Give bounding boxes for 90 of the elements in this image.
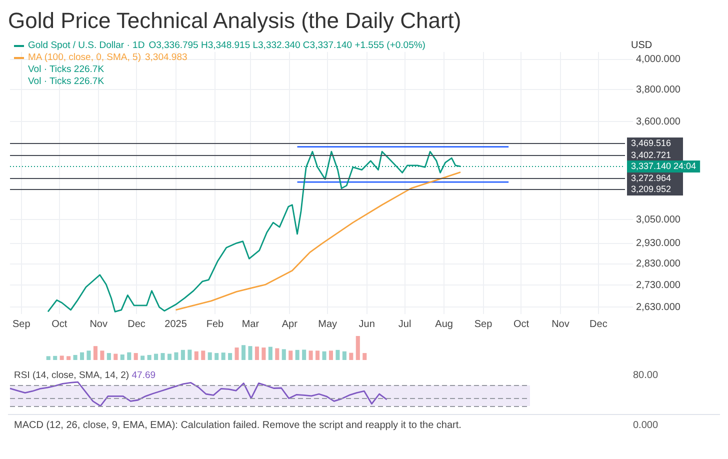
y-axis-title: USD — [631, 40, 652, 51]
text: O3,336.795 H3,348.915 L3,332.340 C3,337.140 +1.555 (+0.05%) — [148, 40, 426, 52]
bar — [53, 356, 58, 360]
x-tick-label: Oct — [513, 318, 530, 330]
x-tick-label: Dec — [590, 318, 608, 330]
bar — [362, 353, 367, 360]
x-tick-label: Nov — [552, 318, 570, 330]
x-tick-label: Jun — [358, 318, 375, 330]
bar — [349, 352, 354, 360]
y-tick-label: 2,930.000 — [636, 238, 681, 250]
ref-line-label: 3,469.516 — [631, 138, 672, 148]
x-tick-label: Sep — [12, 318, 31, 330]
bar — [106, 353, 111, 360]
x-tick-label: Nov — [90, 318, 108, 330]
bar — [180, 350, 185, 360]
bar — [342, 351, 346, 360]
bar — [160, 353, 165, 360]
bar — [282, 349, 286, 360]
bar — [254, 346, 259, 360]
y-tick-label: 3,600.000 — [636, 116, 681, 128]
bar — [262, 348, 266, 360]
y-tick-label: 2,830.000 — [636, 258, 681, 270]
y-tick-label: 3,050.000 — [636, 214, 681, 226]
bar — [228, 353, 232, 360]
bar — [60, 356, 64, 360]
bar — [194, 351, 198, 360]
annotation: Vol · Ticks 226.7K — [27, 64, 106, 76]
bar — [336, 350, 340, 360]
bar — [302, 350, 306, 360]
chart-title: Gold Price Technical Analysis (the Daily Chart) — [8, 8, 462, 35]
text: 0.000 — [633, 420, 658, 431]
bar — [114, 354, 118, 360]
bar — [208, 352, 212, 360]
text: MACD (12, 26, close, 9, EMA, EMA): Calculation failed. Remove the script and reapply it to the chart. — [14, 420, 462, 431]
bar — [201, 350, 206, 360]
x-tick-label: Oct — [52, 318, 68, 330]
ref-line-label: 3,209.952 — [631, 184, 672, 194]
bar — [66, 356, 71, 360]
bar — [140, 356, 145, 360]
bar — [316, 350, 320, 360]
x-tick-label: May — [318, 318, 338, 330]
ref-line-label: 3,402.721 — [631, 150, 672, 160]
bar — [248, 346, 252, 360]
x-tick-label: 2025 — [164, 318, 188, 330]
bar — [80, 352, 84, 360]
chart-title: RSI (14, close, SMA, 14, 2) — [14, 370, 130, 381]
bar — [221, 352, 226, 360]
bar — [268, 346, 272, 360]
bar — [127, 352, 132, 360]
x-tick-label: Jul — [398, 318, 412, 330]
x-tick-label: Feb — [206, 318, 224, 330]
y-tick-label: 4,000.000 — [636, 54, 681, 66]
x-tick-label: Dec — [128, 318, 146, 330]
y-tick-label: 2,630.000 — [636, 302, 681, 313]
x-tick-label: Aug — [435, 318, 453, 330]
bar — [154, 354, 158, 360]
bar — [288, 350, 293, 360]
bar — [86, 350, 91, 360]
bar — [100, 350, 104, 360]
x-tick-label: Apr — [282, 318, 298, 330]
bar — [147, 354, 152, 360]
bar — [134, 353, 138, 360]
bar — [93, 346, 98, 360]
bar — [308, 350, 313, 360]
legend-label: MA (100, close, 0, SMA, 5) — [28, 52, 141, 64]
x-tick-label: Sep — [474, 318, 493, 330]
bar — [73, 354, 78, 360]
legend-label: Gold Spot / U.S. Dollar · 1D — [28, 40, 145, 52]
text: 80.00 — [633, 370, 658, 381]
text: 47.69 — [130, 370, 156, 381]
ref-line-label: 3,337.140 24:04 — [631, 160, 696, 171]
bar — [295, 350, 300, 360]
annotation: 3,304.983 — [145, 52, 188, 64]
bar — [234, 348, 239, 360]
bar — [46, 356, 50, 360]
bar — [167, 354, 172, 360]
y-tick-label: 3,800.000 — [636, 84, 681, 96]
x-tick-label: Mar — [242, 318, 260, 330]
bar — [188, 350, 192, 360]
ref-line-label: 3,272.964 — [631, 172, 672, 183]
bar — [322, 351, 326, 360]
bar — [275, 348, 280, 360]
annotation: Vol · Ticks 226.7K — [27, 76, 106, 88]
bar — [174, 352, 178, 360]
bar — [120, 354, 124, 360]
y-tick-label: 2,730.000 — [636, 280, 681, 291]
bar — [214, 353, 219, 360]
bar — [241, 345, 246, 360]
bar — [328, 350, 334, 360]
bar — [356, 336, 360, 360]
